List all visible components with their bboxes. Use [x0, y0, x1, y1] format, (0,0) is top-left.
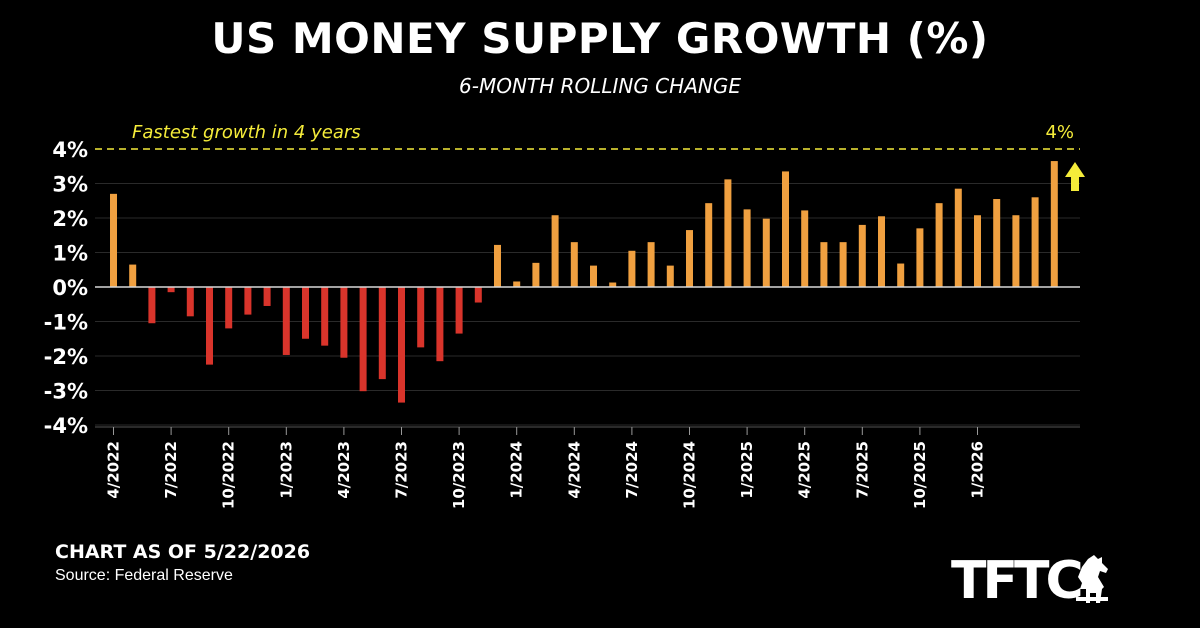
bar: [206, 287, 213, 365]
bar: [474, 287, 482, 303]
x-tick-label: 10/2023: [450, 441, 468, 509]
x-tick-label: 7/2023: [393, 441, 411, 499]
x-tick-label: 4/2025: [796, 441, 814, 499]
bar: [897, 263, 905, 287]
bars: [110, 161, 1058, 403]
bar: [321, 287, 329, 346]
bar: [993, 199, 1001, 287]
y-tick-label: -2%: [44, 345, 88, 369]
bar: [398, 287, 405, 403]
x-tick-label: 1/2023: [277, 441, 295, 499]
bar: [590, 265, 597, 287]
bar: [1050, 161, 1058, 287]
bar: [570, 242, 578, 287]
y-tick-label: 1%: [52, 242, 88, 266]
bar: [724, 179, 732, 287]
bar: [705, 203, 713, 287]
bar: [167, 287, 175, 293]
y-tick-label: -3%: [44, 380, 88, 404]
reference-line-group: Fastest growth in 4 years 4%: [95, 122, 1085, 191]
x-tick-label: 10/2024: [681, 441, 699, 509]
x-tick-label: 1/2024: [508, 441, 526, 499]
bar: [244, 287, 252, 315]
bar: [762, 218, 770, 287]
y-tick-label: 4%: [52, 138, 88, 162]
bar: [954, 188, 962, 287]
bar: [1012, 215, 1020, 287]
bar: [436, 287, 444, 362]
y-tick-label: -1%: [44, 311, 88, 335]
bar: [820, 242, 828, 287]
bar: [455, 287, 463, 334]
y-tick-label: -4%: [44, 414, 88, 438]
reference-line-value: 4%: [1045, 122, 1074, 143]
bar: [340, 287, 348, 358]
x-tick-label: 10/2022: [220, 441, 238, 509]
bar: [858, 224, 866, 287]
bar: [628, 250, 636, 287]
bar: [974, 215, 981, 287]
bar: [743, 209, 751, 287]
bar: [417, 287, 425, 348]
bar: [532, 262, 540, 287]
bar: [916, 228, 924, 287]
y-tick-label: 0%: [52, 276, 88, 300]
gridlines: [95, 183, 1080, 426]
reference-line-label: Fastest growth in 4 years: [132, 122, 361, 143]
bar: [148, 287, 156, 324]
bar: [359, 287, 367, 392]
bar: [782, 171, 789, 287]
chart-date: CHART AS OF 5/22/2026: [55, 541, 311, 563]
y-tick-label: 3%: [52, 173, 88, 197]
x-tick-label: 7/2025: [853, 441, 871, 499]
bar: [686, 230, 693, 287]
bar: [1031, 197, 1039, 287]
bar: [878, 216, 885, 287]
chart-source: Source: Federal Reserve: [55, 567, 233, 584]
bar: [609, 282, 617, 287]
x-tick-label: 4/2024: [565, 441, 583, 499]
x-tick-label: 10/2025: [911, 441, 929, 509]
bar: [513, 281, 521, 287]
x-tick-label: 4/2022: [105, 441, 123, 499]
bar: [282, 287, 290, 355]
x-tick-label: 1/2026: [969, 441, 987, 499]
bar: [647, 242, 655, 287]
bar: [378, 287, 386, 380]
horse-icon: [1076, 555, 1108, 603]
bar: [129, 264, 137, 287]
y-tick-label: 2%: [52, 207, 88, 231]
bar: [494, 244, 501, 287]
bar: [110, 193, 117, 287]
x-tick-label: 7/2022: [162, 441, 180, 499]
bar: [935, 203, 943, 287]
bar: [839, 242, 847, 287]
bar: [666, 265, 674, 287]
bar: [302, 287, 309, 339]
x-tick-label: 1/2025: [738, 441, 756, 499]
bar: [801, 210, 809, 287]
bar: [186, 287, 194, 317]
axes: 4% 3% 2% 1% 0% -1% -2% -3% -4% 4/2022 7/2022 10/202…: [44, 138, 1080, 509]
chart-subtitle: 6-MONTH ROLLING CHANGE: [459, 74, 741, 98]
chart-title: US MONEY SUPPLY GROWTH (%): [211, 14, 989, 63]
up-arrow-icon: [1065, 162, 1085, 191]
bar: [551, 215, 559, 287]
x-tick-label: 4/2023: [335, 441, 353, 499]
tftc-logo: TFTC: [951, 551, 1084, 611]
bar: [225, 287, 233, 329]
bar: [263, 287, 271, 306]
x-tick-label: 7/2024: [623, 441, 641, 499]
